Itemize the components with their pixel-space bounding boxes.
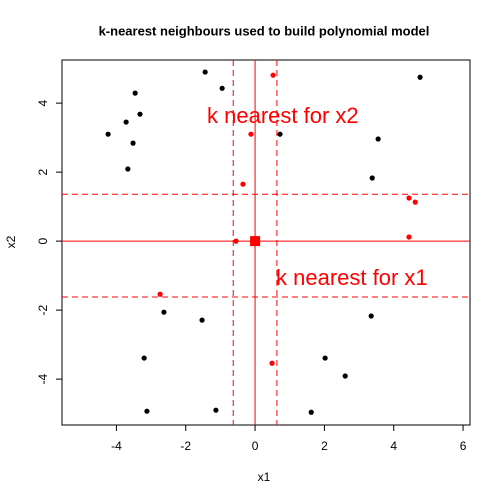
annotation: k nearest for x1	[276, 265, 428, 290]
point	[308, 409, 314, 415]
point	[277, 131, 283, 137]
point	[130, 140, 136, 146]
point	[417, 74, 423, 80]
point	[123, 119, 129, 125]
point	[199, 317, 205, 323]
point	[248, 131, 254, 137]
chart-title: k-nearest neighbours used to build polyn…	[99, 23, 430, 38]
point	[406, 195, 412, 201]
plot-box	[61, 59, 471, 426]
point	[219, 85, 225, 91]
y-tick-label: -4	[36, 373, 50, 384]
point	[144, 408, 150, 414]
point	[322, 355, 328, 361]
point	[137, 111, 143, 117]
point	[141, 355, 147, 361]
point	[342, 373, 348, 379]
point	[213, 407, 219, 413]
y-axis-label: x2	[4, 235, 18, 248]
point	[412, 199, 418, 205]
x-axis-label: x1	[258, 470, 271, 484]
point	[368, 313, 374, 319]
point	[375, 136, 381, 142]
x-tick-label: -4	[111, 439, 122, 453]
point	[233, 238, 239, 244]
point	[406, 234, 412, 240]
x-tick-label: 6	[460, 439, 467, 453]
x-tick-label: 0	[252, 439, 259, 453]
point	[125, 166, 131, 172]
annotation: k nearest for x2	[207, 103, 359, 128]
point	[105, 131, 111, 137]
point	[270, 72, 276, 78]
y-tick-label: 2	[36, 168, 50, 175]
x-tick-label: 4	[390, 439, 397, 453]
point	[161, 309, 167, 315]
point	[157, 291, 163, 297]
point	[369, 175, 375, 181]
x-tick-label: 2	[321, 439, 328, 453]
x-tick-label: -2	[180, 439, 191, 453]
y-tick-label: 4	[36, 99, 50, 106]
point	[240, 181, 246, 187]
point	[202, 69, 208, 75]
point	[269, 360, 275, 366]
query-point	[250, 236, 261, 247]
point	[132, 90, 138, 96]
y-tick-label: -2	[36, 304, 50, 315]
y-tick-label: 0	[36, 237, 50, 244]
